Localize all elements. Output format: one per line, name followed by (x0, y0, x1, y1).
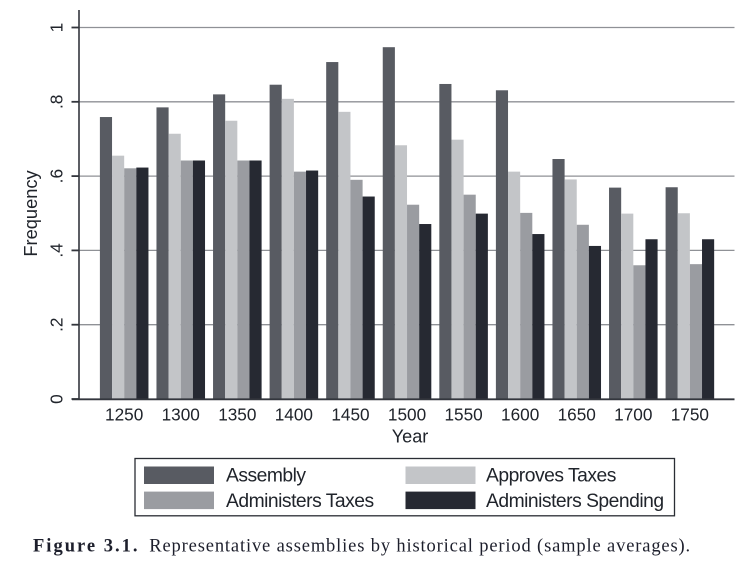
svg-text:1650: 1650 (558, 404, 596, 424)
svg-text:.6: .6 (47, 169, 67, 183)
svg-text:1350: 1350 (218, 404, 256, 424)
svg-text:1700: 1700 (614, 404, 652, 424)
svg-text:Administers Taxes: Administers Taxes (226, 491, 374, 512)
svg-text:1300: 1300 (162, 404, 200, 424)
svg-text:1600: 1600 (501, 404, 539, 424)
svg-text:.8: .8 (47, 95, 67, 109)
svg-text:1450: 1450 (331, 404, 369, 424)
svg-text:1550: 1550 (444, 404, 482, 424)
svg-text:Approves Taxes: Approves Taxes (486, 466, 616, 487)
svg-text:Frequency: Frequency (20, 169, 41, 256)
svg-text:1500: 1500 (388, 404, 426, 424)
svg-text:.2: .2 (47, 317, 67, 331)
svg-text:.4: .4 (47, 243, 67, 258)
svg-text:Assembly: Assembly (226, 466, 306, 487)
svg-text:0: 0 (47, 394, 67, 404)
svg-text:1: 1 (47, 23, 67, 33)
svg-text:1400: 1400 (275, 404, 313, 424)
svg-text:1750: 1750 (671, 404, 709, 424)
svg-text:1250: 1250 (105, 404, 143, 424)
svg-text:Year: Year (392, 427, 429, 447)
svg-text:Figure 3.1.Representative asse: Figure 3.1. Representative assemblies by … (33, 536, 691, 556)
svg-text:Administers Spending: Administers Spending (486, 491, 664, 512)
